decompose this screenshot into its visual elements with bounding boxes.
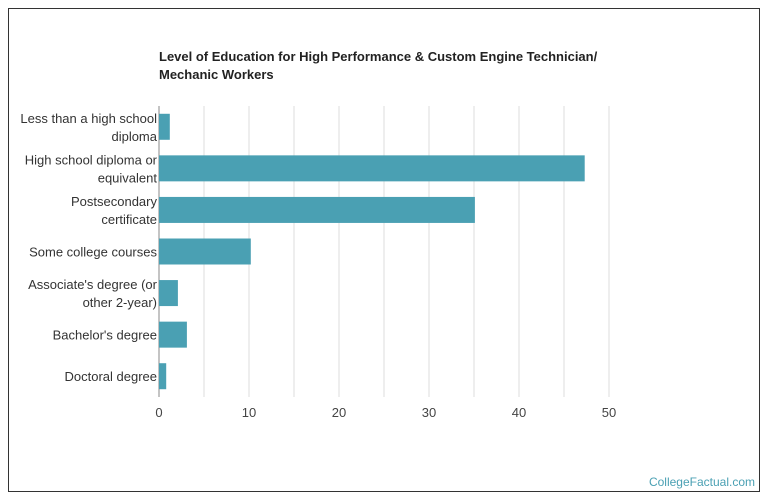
category-label: Less than a high school [20, 111, 157, 126]
category-label: Some college courses [29, 245, 157, 260]
bar [159, 238, 251, 265]
category-label: Postsecondary [71, 194, 157, 209]
watermark: CollegeFactual.com [648, 475, 755, 489]
x-tick-label: 10 [242, 405, 256, 420]
bar [159, 280, 178, 307]
x-tick-label: 0 [155, 405, 162, 420]
category-label: High school diploma or [25, 152, 158, 167]
category-label: Associate's degree (or [28, 277, 158, 292]
category-label: Bachelor's degree [53, 328, 157, 343]
bar [159, 321, 187, 348]
category-label: diploma [111, 129, 157, 144]
bar [159, 196, 475, 223]
x-tick-label: 40 [512, 405, 526, 420]
x-tick-label: 20 [332, 405, 346, 420]
category-label: Doctoral degree [65, 369, 158, 384]
bar [159, 155, 585, 182]
bar [159, 363, 167, 390]
chart-title: Level of Education for High Performance … [159, 48, 639, 84]
category-label: other 2-year) [83, 295, 157, 310]
x-tick-label: 30 [422, 405, 436, 420]
category-label: equivalent [98, 170, 158, 185]
bar [159, 113, 170, 140]
chart-title-line-2: Mechanic Workers [159, 67, 274, 82]
x-tick-label: 50 [602, 405, 616, 420]
category-labels: Less than a high school diploma High schoo… [20, 111, 157, 384]
category-label: certificate [101, 212, 157, 227]
bars [159, 113, 585, 390]
chart-title-line-1: Level of Education for High Performance … [159, 49, 598, 64]
x-tick-labels: 0 10 20 30 40 50 [155, 405, 616, 420]
